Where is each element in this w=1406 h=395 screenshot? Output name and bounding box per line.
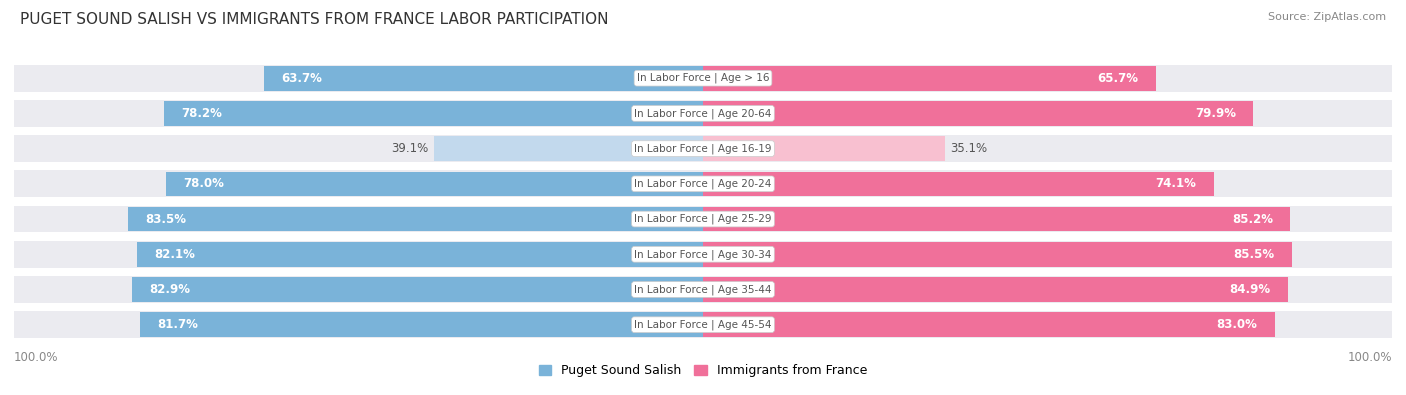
Bar (132, 277, 703, 302)
Text: In Labor Force | Age 20-24: In Labor Force | Age 20-24 (634, 179, 772, 189)
Text: 65.7%: 65.7% (1098, 71, 1139, 85)
Text: 84.9%: 84.9% (1230, 283, 1271, 296)
Bar (14, 276, 703, 303)
Bar (138, 242, 703, 267)
Bar (703, 66, 1156, 90)
Text: In Labor Force | Age 35-44: In Labor Force | Age 35-44 (634, 284, 772, 295)
Bar (703, 136, 945, 161)
Text: 82.9%: 82.9% (149, 283, 190, 296)
Text: In Labor Force | Age > 16: In Labor Force | Age > 16 (637, 73, 769, 83)
Bar (703, 277, 1288, 302)
Bar (433, 136, 703, 161)
Bar (14, 241, 703, 268)
Bar (14, 135, 703, 162)
Bar (703, 65, 1392, 92)
Bar (703, 207, 1289, 231)
Text: 85.5%: 85.5% (1233, 248, 1275, 261)
Bar (14, 65, 703, 92)
Text: 39.1%: 39.1% (391, 142, 427, 155)
Bar (166, 171, 703, 196)
Text: 100.0%: 100.0% (14, 351, 59, 364)
Bar (703, 241, 1392, 268)
Bar (703, 135, 1392, 162)
Text: 82.1%: 82.1% (155, 248, 195, 261)
Legend: Puget Sound Salish, Immigrants from France: Puget Sound Salish, Immigrants from Fran… (534, 359, 872, 382)
Bar (703, 276, 1392, 303)
Text: 74.1%: 74.1% (1156, 177, 1197, 190)
Text: 81.7%: 81.7% (157, 318, 198, 331)
Bar (165, 101, 703, 126)
Text: In Labor Force | Age 45-54: In Labor Force | Age 45-54 (634, 320, 772, 330)
Bar (141, 312, 703, 337)
Bar (703, 171, 1392, 197)
Text: 63.7%: 63.7% (281, 71, 322, 85)
Bar (703, 311, 1392, 338)
Text: In Labor Force | Age 20-64: In Labor Force | Age 20-64 (634, 108, 772, 118)
Bar (14, 171, 703, 197)
Text: Source: ZipAtlas.com: Source: ZipAtlas.com (1268, 12, 1386, 22)
Text: PUGET SOUND SALISH VS IMMIGRANTS FROM FRANCE LABOR PARTICIPATION: PUGET SOUND SALISH VS IMMIGRANTS FROM FR… (20, 12, 609, 27)
Text: In Labor Force | Age 16-19: In Labor Force | Age 16-19 (634, 143, 772, 154)
Bar (128, 207, 703, 231)
Text: 35.1%: 35.1% (950, 142, 987, 155)
Bar (703, 171, 1213, 196)
Text: 83.5%: 83.5% (145, 213, 186, 226)
Bar (703, 242, 1292, 267)
Text: 79.9%: 79.9% (1195, 107, 1236, 120)
Bar (14, 311, 703, 338)
Text: 78.2%: 78.2% (181, 107, 222, 120)
Text: 83.0%: 83.0% (1216, 318, 1257, 331)
Bar (703, 206, 1392, 232)
Text: 85.2%: 85.2% (1232, 213, 1272, 226)
Text: 78.0%: 78.0% (183, 177, 224, 190)
Bar (703, 100, 1392, 127)
Text: 100.0%: 100.0% (1347, 351, 1392, 364)
Bar (703, 312, 1275, 337)
Bar (14, 206, 703, 232)
Text: In Labor Force | Age 30-34: In Labor Force | Age 30-34 (634, 249, 772, 260)
Bar (14, 100, 703, 127)
Bar (703, 101, 1254, 126)
Bar (264, 66, 703, 90)
Text: In Labor Force | Age 25-29: In Labor Force | Age 25-29 (634, 214, 772, 224)
